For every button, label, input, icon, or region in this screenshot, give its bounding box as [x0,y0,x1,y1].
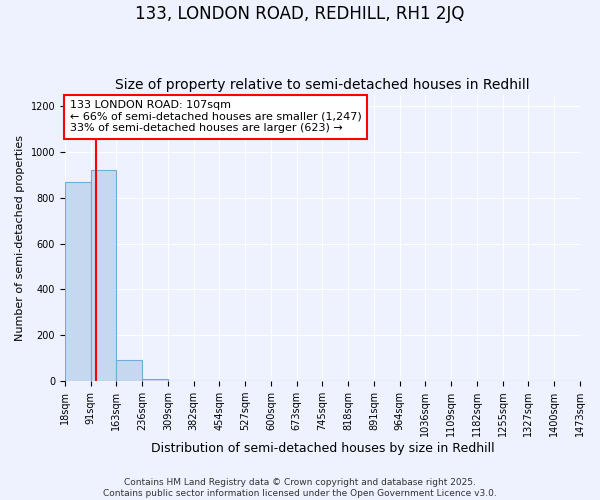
Y-axis label: Number of semi-detached properties: Number of semi-detached properties [15,135,25,341]
Title: Size of property relative to semi-detached houses in Redhill: Size of property relative to semi-detach… [115,78,530,92]
Bar [91,170,116,381]
Text: 133, LONDON ROAD, REDHILL, RH1 2JQ: 133, LONDON ROAD, REDHILL, RH1 2JQ [136,5,464,23]
Bar [142,379,168,381]
X-axis label: Distribution of semi-detached houses by size in Redhill: Distribution of semi-detached houses by … [151,442,494,455]
Bar [65,182,91,381]
Bar [116,360,142,381]
Text: Contains HM Land Registry data © Crown copyright and database right 2025.
Contai: Contains HM Land Registry data © Crown c… [103,478,497,498]
Text: 133 LONDON ROAD: 107sqm
← 66% of semi-detached houses are smaller (1,247)
33% of: 133 LONDON ROAD: 107sqm ← 66% of semi-de… [70,100,362,134]
